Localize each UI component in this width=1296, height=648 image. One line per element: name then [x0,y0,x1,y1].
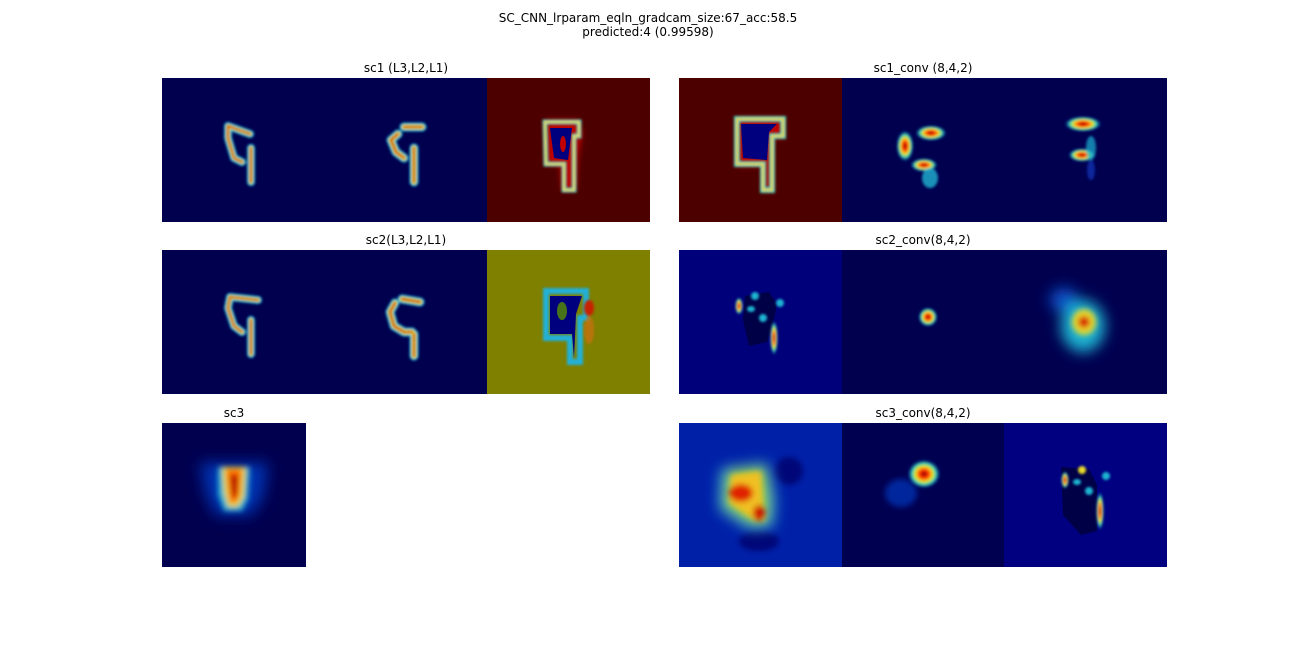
heatmap-tile-2 [842,78,1004,222]
heatmap-tile-1 [679,423,842,567]
figure-title: SC_CNN_lrparam_eqln_gradcam_size:67_acc:… [0,11,1296,39]
heatmap-tile-1 [679,250,842,394]
heatmap-tile-1 [162,78,325,222]
heatmap-tile-1 [679,78,842,222]
panel-title-sc2-conv: sc2_conv(8,4,2) [875,233,971,247]
figure-title-line-1: SC_CNN_lrparam_eqln_gradcam_size:67_acc:… [498,11,798,25]
heatmap-tile-2 [325,250,487,394]
heatmap-panel-sc1-conv [679,78,1167,222]
heatmap-tile-3 [487,78,650,222]
heatmap-tile-1 [162,250,325,394]
heatmap-tile-2 [325,78,487,222]
panel-title-sc3: sc3 [223,406,245,420]
panel-title-sc3-conv: sc3_conv(8,4,2) [875,406,971,420]
heatmap-panel-sc1 [162,78,650,222]
heatmap-tile-3 [487,250,650,394]
heatmap-tile-3 [1004,423,1167,567]
heatmap-panel-sc2 [162,250,650,394]
heatmap-tile-3 [1004,250,1167,394]
panel-title-sc2: sc2(L3,L2,L1) [365,233,447,247]
heatmap-tile-2 [842,423,1004,567]
figure-title-line-2: predicted:4 (0.99598) [582,25,714,39]
heatmap-tile-2 [842,250,1004,394]
heatmap-tile-3 [1004,78,1167,222]
heatmap-panel-sc3 [162,423,306,567]
heatmap-panel-sc2-conv [679,250,1167,394]
heatmap-tile-1 [162,423,306,567]
heatmap-panel-sc3-conv [679,423,1167,567]
panel-title-sc1-conv: sc1_conv (8,4,2) [873,61,973,75]
panel-title-sc1: sc1 (L3,L2,L1) [363,61,449,75]
